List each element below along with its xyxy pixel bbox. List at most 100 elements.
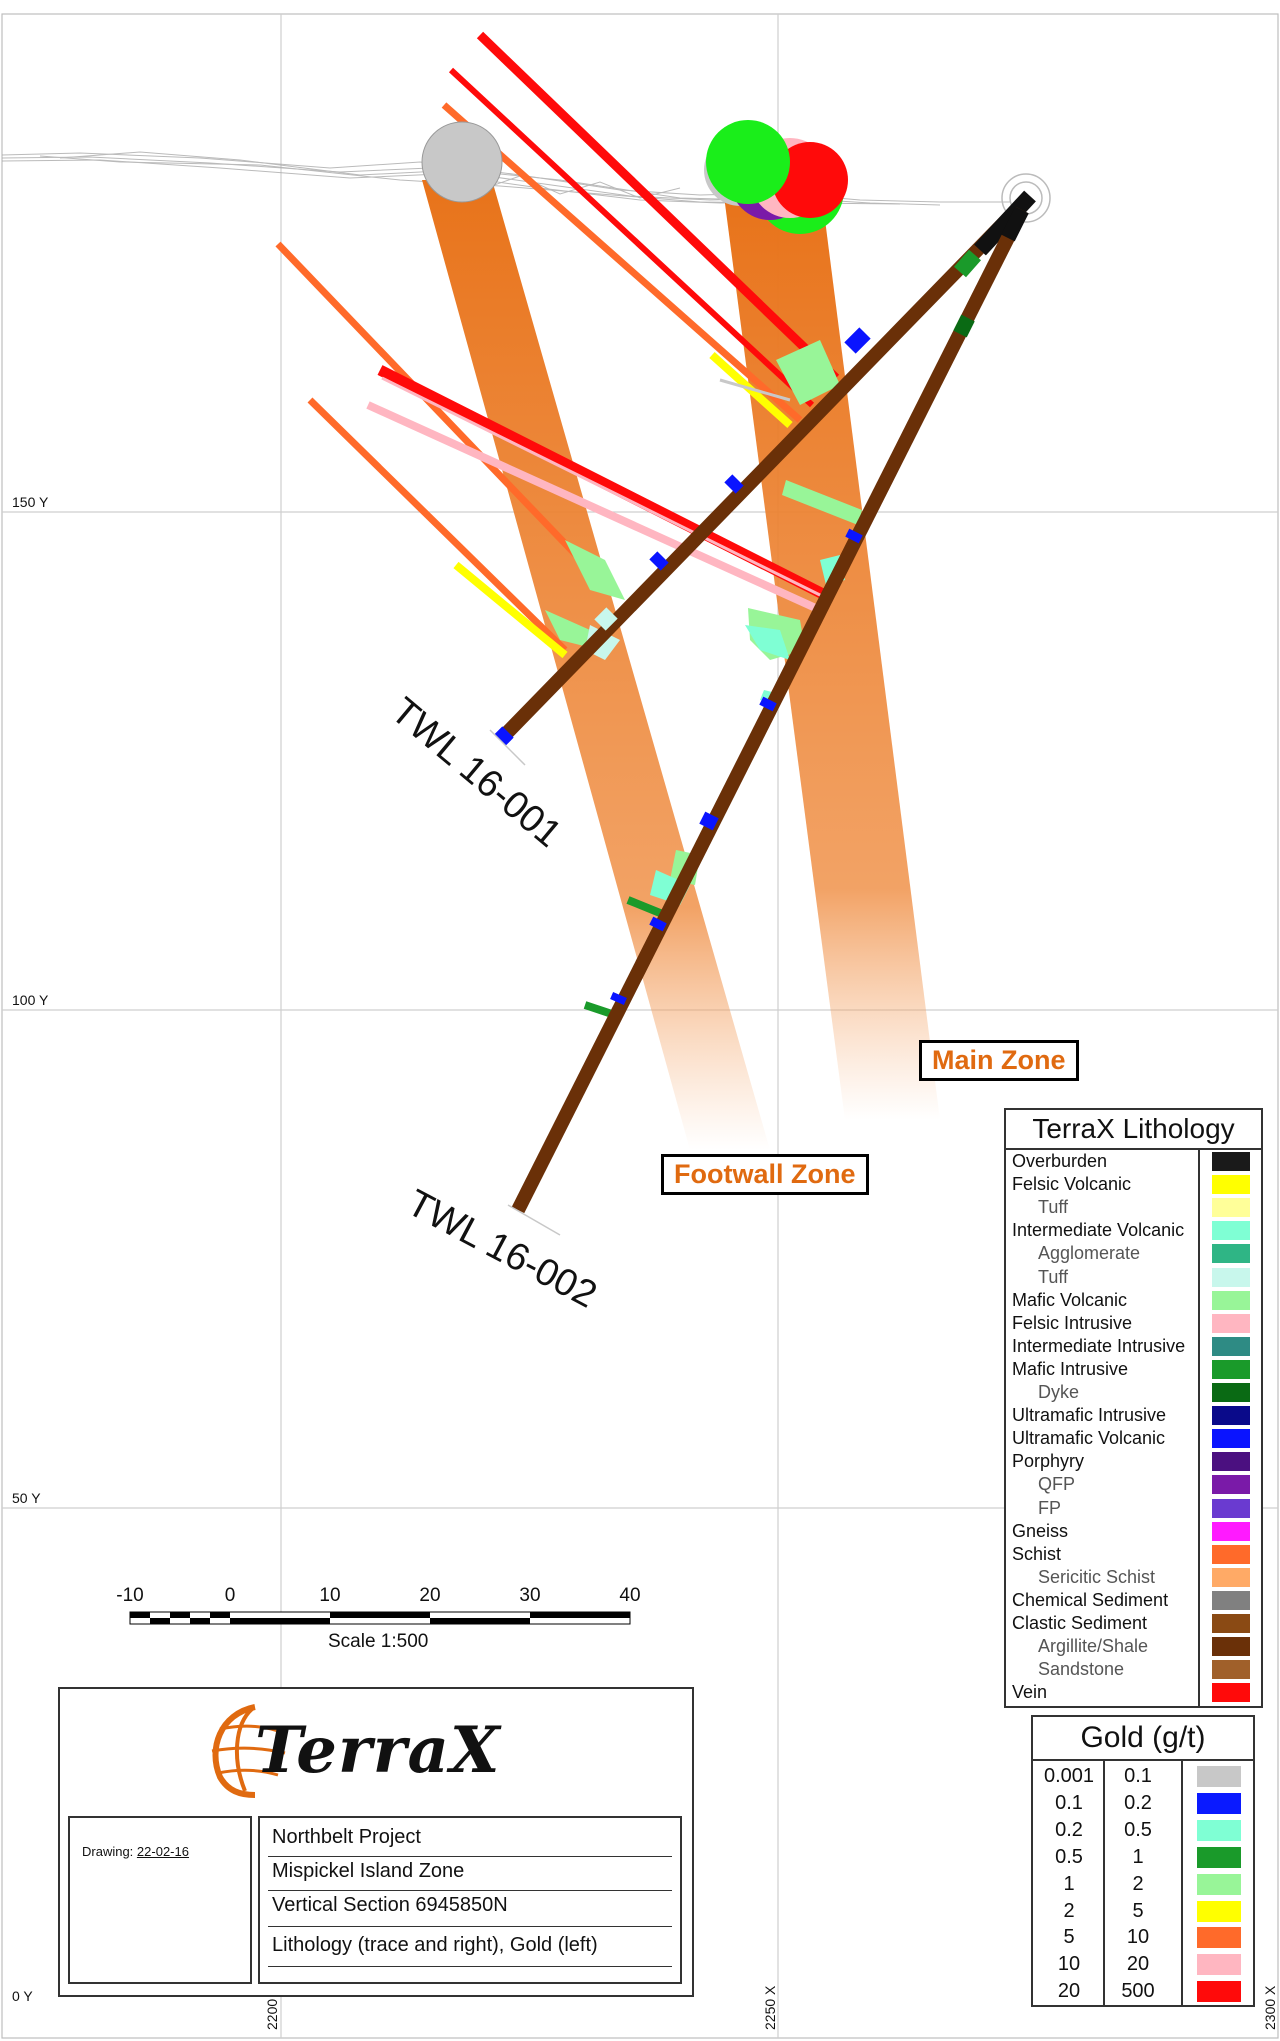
gold-range-from: 5: [1063, 1926, 1075, 1949]
lithology-label: Agglomerate: [1038, 1243, 1141, 1264]
lithology-legend-item: Dyke: [1006, 1381, 1261, 1404]
gold-legend-item: 0.5 1: [1033, 1844, 1253, 1871]
gold-range-from: 2: [1063, 1899, 1075, 1922]
lithology-legend-item: Felsic Volcanic: [1006, 1173, 1261, 1196]
divider: [268, 1890, 672, 1891]
drawing-label: Drawing:: [82, 1844, 134, 1859]
grid-label-2300x: 2300 X: [1262, 1985, 1278, 2030]
lithology-legend-item: Vein: [1006, 1681, 1261, 1704]
lithology-legend-item: Felsic Intrusive: [1006, 1312, 1261, 1335]
lithology-legend-item: FP: [1006, 1497, 1261, 1520]
lithology-legend-item: QFP: [1006, 1473, 1261, 1496]
lithology-legend-item: Sandstone: [1006, 1658, 1261, 1681]
lithology-legend-item: Agglomerate: [1006, 1242, 1261, 1265]
gold-range-from: 20: [1057, 1980, 1081, 2003]
section-name: Vertical Section 6945850N: [272, 1894, 508, 1916]
scale-bar: -10 0 10 20 30 40 Scale 1:500: [116, 1585, 641, 1655]
gold-swatch: [1197, 1873, 1241, 1895]
gold-swatch: [1197, 1900, 1241, 1922]
title-block: TerraX Drawing: 22-02-16 Northbelt Proje…: [58, 1687, 694, 1997]
lithology-legend-item: Chemical Sediment: [1006, 1589, 1261, 1612]
drawing-info-box: Drawing: 22-02-16: [68, 1816, 252, 1984]
zone-name: Mispickel Island Zone: [272, 1860, 465, 1882]
legend-divider: [1103, 1759, 1105, 2005]
lithology-legend-item: Ultramafic Volcanic: [1006, 1427, 1261, 1450]
lithology-swatch: [1212, 1406, 1250, 1426]
divider: [268, 1966, 672, 1967]
lithology-label: Felsic Intrusive: [1012, 1312, 1133, 1333]
gold-range-to: 5: [1132, 1899, 1144, 1922]
lithology-legend-item: Tuff: [1006, 1266, 1261, 1289]
lithology-legend-item: Argillite/Shale: [1006, 1635, 1261, 1658]
lithology-swatch: [1212, 1567, 1250, 1587]
lithology-swatch: [1212, 1683, 1250, 1703]
lithology-swatch: [1212, 1152, 1250, 1171]
lithology-label: QFP: [1038, 1474, 1076, 1495]
lithology-label: Chemical Sediment: [1012, 1589, 1169, 1610]
lithology-legend: TerraX Lithology Overburden Felsic Volcan…: [1004, 1108, 1263, 1708]
lithology-label: Felsic Volcanic: [1012, 1174, 1132, 1195]
drawing-date: 22-02-16: [136, 1844, 189, 1859]
lithology-label: Schist: [1012, 1543, 1062, 1564]
section-info-box: Northbelt Project Mispickel Island Zone …: [258, 1816, 682, 1984]
lithology-label: Ultramafic Volcanic: [1012, 1428, 1166, 1449]
gold-range-to: 10: [1126, 1926, 1150, 1949]
lithology-label: Vein: [1012, 1682, 1048, 1703]
gold-swatch: [1197, 1927, 1241, 1949]
gold-range-to: 20: [1126, 1953, 1150, 1976]
gold-range-from: 0.1: [1055, 1791, 1083, 1814]
scale-tick-label: 10: [319, 1585, 341, 1606]
legend-divider: [1181, 1759, 1183, 2005]
divider: [268, 1926, 672, 1927]
scale-tick-label: 0: [224, 1585, 236, 1606]
grid-label-50y: 50 Y: [12, 1490, 41, 1506]
project-name: Northbelt Project: [272, 1826, 421, 1848]
grid-label-100y: 100 Y: [12, 992, 49, 1008]
lithology-swatch: [1212, 1267, 1250, 1287]
lithology-swatch: [1212, 1198, 1250, 1218]
gold-range-from: 1: [1063, 1872, 1075, 1895]
main-zone-label: Main Zone: [919, 1040, 1079, 1081]
lithology-legend-item: Sericitic Schist: [1006, 1566, 1261, 1589]
lithology-label: Argillite/Shale: [1038, 1636, 1149, 1657]
lithology-label: Sericitic Schist: [1038, 1566, 1156, 1587]
lithology-swatch: [1212, 1475, 1250, 1495]
main-zone-shape: [724, 196, 940, 1120]
scale-tick-label: -10: [116, 1585, 144, 1606]
divider: [268, 1856, 672, 1857]
scale-tick-label: 40: [619, 1585, 641, 1606]
lithology-legend-item: Mafic Volcanic: [1006, 1289, 1261, 1312]
lithology-swatch: [1212, 1221, 1250, 1241]
gold-legend-title: Gold (g/t): [1033, 1717, 1253, 1761]
lithology-legend-item: Mafic Intrusive: [1006, 1358, 1261, 1381]
lithology-legend-item: Ultramafic Intrusive: [1006, 1404, 1261, 1427]
grid-label-150y: 150 Y: [12, 494, 49, 510]
lithology-label: Intermediate Intrusive: [1012, 1335, 1186, 1356]
lithology-label: Mafic Intrusive: [1012, 1358, 1129, 1379]
lithology-legend-item: Tuff: [1006, 1196, 1261, 1219]
lithology-swatch: [1212, 1290, 1250, 1310]
collar-markers: [421, 120, 1051, 234]
gold-legend-item: 0.1 0.2: [1033, 1790, 1253, 1817]
gold-range-to: 0.5: [1124, 1818, 1152, 1841]
gold-legend-item: 0.2 0.5: [1033, 1817, 1253, 1844]
footwall-zone-shape: [422, 180, 770, 1150]
company-name: TerraX: [255, 1713, 501, 1788]
lithology-label: Mafic Volcanic: [1012, 1289, 1128, 1310]
lithology-swatch: [1212, 1175, 1250, 1195]
lithology-legend-item: Intermediate Volcanic: [1006, 1219, 1261, 1242]
gold-legend-item: 20 500: [1033, 1978, 1253, 2005]
scale-caption: Scale 1:500: [328, 1631, 429, 1652]
lithology-swatch: [1212, 1313, 1250, 1333]
lithology-label: Ultramafic Intrusive: [1012, 1405, 1167, 1426]
company-logo: TerraX: [200, 1699, 540, 1799]
globe-icon: [211, 1704, 286, 1798]
lithology-swatch: [1212, 1336, 1250, 1356]
lithology-swatch: [1212, 1590, 1250, 1610]
gold-range-from: 0.5: [1055, 1845, 1083, 1868]
lithology-legend-item: Intermediate Intrusive: [1006, 1335, 1261, 1358]
lithology-label: Tuff: [1038, 1266, 1069, 1287]
grid-label-2250x: 2250 X: [762, 1985, 778, 2030]
section-description: Lithology (trace and right), Gold (left): [272, 1934, 598, 1956]
